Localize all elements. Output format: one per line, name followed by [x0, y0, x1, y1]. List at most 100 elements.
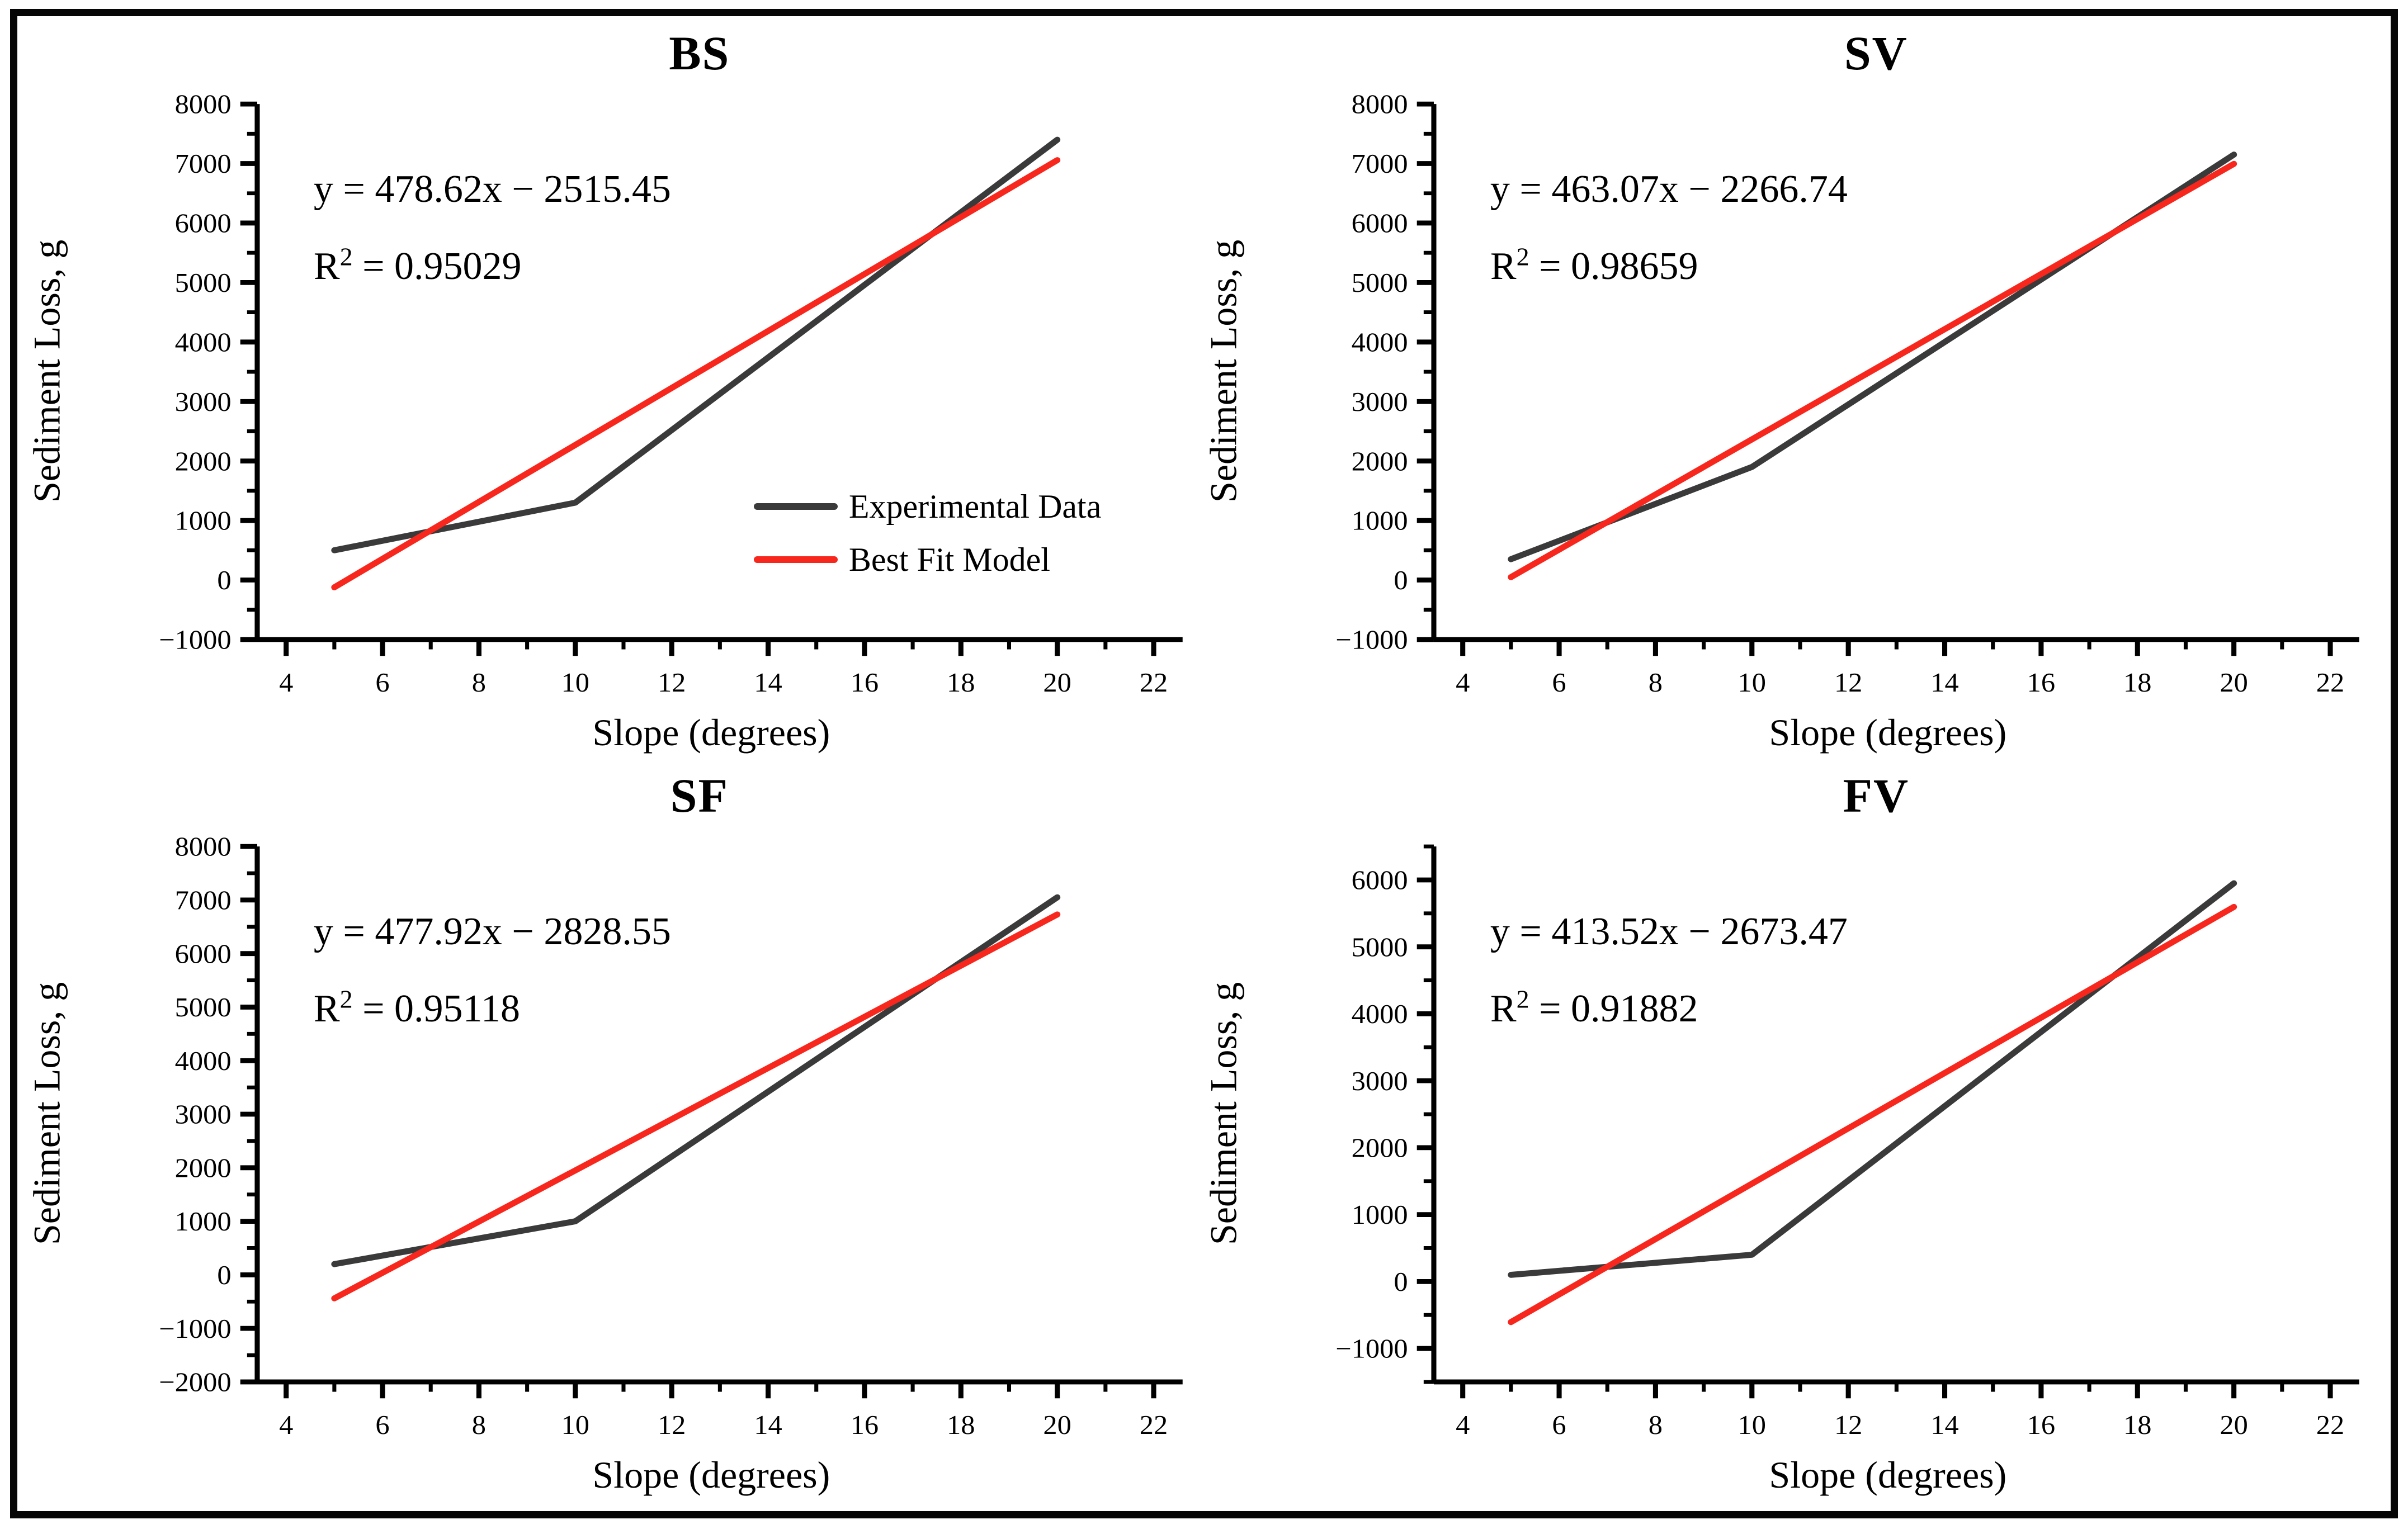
y-tick-label: 0 [1394, 565, 1408, 595]
experimental-data-line [331, 894, 1061, 1267]
y-axis-label: Sediment Loss, g [25, 982, 68, 1246]
subplot-grid: BS Sediment Loss, g 4 6 8 10 12 14 16 18 20 22 −10… [17, 16, 2391, 1511]
y-tick-label: 4000 [175, 1046, 232, 1076]
panel-body: Sediment Loss, g 4 6 8 10 12 14 16 18 20 22 −1000 0… [1200, 82, 2376, 711]
x-tick-label: 18 [947, 1409, 975, 1440]
x-tick-label: 10 [561, 1409, 589, 1440]
x-tick-label: 6 [375, 667, 389, 697]
legend: Experimental Data Best Fit Model [753, 487, 1102, 594]
panel-body: Sediment Loss, g 4 6 8 10 12 14 16 18 20 22 −1000 0… [1200, 825, 2376, 1453]
r-squared: R2 = 0.95029 [313, 242, 522, 288]
x-tick-label: 20 [2220, 1409, 2248, 1440]
x-tick-label: 18 [947, 667, 975, 697]
fit-equation: y = 478.62x − 2515.45 [313, 167, 671, 211]
y-tick-label: 4000 [1352, 999, 1408, 1029]
y-tick-label: 1000 [175, 505, 232, 536]
x-tick-label: 22 [1140, 1409, 1168, 1440]
panel-body: Sediment Loss, g 4 6 8 10 12 14 16 18 20 22 −1000 0… [23, 82, 1200, 711]
panel-fv: FV Sediment Loss, g 4 6 8 10 12 14 16 18 20 22 −10… [1200, 766, 2376, 1509]
x-tick-label: 4 [279, 667, 293, 697]
x-tick-label: 22 [2316, 667, 2344, 697]
y-tick-label: 0 [217, 565, 231, 595]
y-tick-label: 6000 [175, 208, 232, 238]
y-tick-label: 1000 [175, 1206, 232, 1237]
panel-body: Sediment Loss, g 4 6 8 10 12 14 16 18 20 22 −2000 −… [23, 825, 1200, 1453]
y-tick-label: 6000 [1352, 865, 1408, 895]
plot-canvas-fv: 4 6 8 10 12 14 16 18 20 22 −1000 0 1000 2000 3000 4000 5… [1335, 844, 2359, 1440]
x-tick-label: 12 [1834, 667, 1862, 697]
figure-frame: BS Sediment Loss, g 4 6 8 10 12 14 16 18 20 22 −10… [10, 9, 2398, 1518]
x-tick-label: 22 [1140, 667, 1168, 697]
y-tick-label: 5000 [1352, 268, 1408, 298]
y-tick-label: 8000 [175, 831, 232, 861]
plot-canvas-sf: 4 6 8 10 12 14 16 18 20 22 −2000 −1000 0 1000 2000 3000… [159, 831, 1183, 1440]
x-axis-label: Slope (degrees) [1769, 1454, 2007, 1496]
y-tick-label: 7000 [175, 885, 232, 915]
x-tick-label: 18 [2123, 667, 2151, 697]
best-fit-model-line [331, 157, 1061, 590]
x-tick-label: 14 [754, 667, 782, 697]
y-tick-label: 2000 [1352, 1133, 1408, 1163]
y-tick-label: 7000 [1352, 149, 1408, 179]
y-tick-label: 7000 [175, 149, 232, 179]
y-tick-label: −1000 [159, 1313, 231, 1343]
y-tick-label: −1000 [1335, 624, 1408, 655]
x-tick-label: 4 [1456, 667, 1470, 697]
legend-item-experimental: Experimental Data [753, 487, 1102, 526]
x-tick-label: 4 [1456, 1409, 1470, 1440]
fit-equation: y = 463.07x − 2266.74 [1490, 167, 1848, 211]
panel-title-sf: SF [670, 769, 729, 822]
y-tick-label: 6000 [175, 939, 232, 969]
fit-annotation: y = 413.52x − 2673.47 R2 = 0.91882 [1490, 910, 1848, 1031]
best-fit-line-swatch [753, 556, 838, 564]
y-tick-label: 8000 [1352, 89, 1408, 119]
y-axis-label: Sediment Loss, g [1202, 239, 1245, 503]
panel-title-bs: BS [669, 26, 730, 80]
y-tick-label: −1000 [1335, 1333, 1408, 1364]
y-tick-label: 3000 [1352, 387, 1408, 417]
x-tick-label: 14 [754, 1409, 782, 1440]
panel-sf: SF Sediment Loss, g 4 6 8 10 12 14 16 18 20 22 −20… [23, 766, 1200, 1509]
plot-area-bs: 4 6 8 10 12 14 16 18 20 22 −1000 0 1000 2000 3000 4000 5… [71, 82, 1200, 711]
x-tick-label: 8 [472, 1409, 486, 1440]
best-fit-model-line [1508, 160, 2237, 580]
x-tick-label: 8 [472, 667, 486, 697]
legend-label: Experimental Data [848, 487, 1102, 525]
y-axis-label: Sediment Loss, g [25, 239, 68, 503]
x-axis-label: Slope (degrees) [592, 711, 830, 754]
y-tick-label: 3000 [1352, 1066, 1408, 1096]
x-axis-label: Slope (degrees) [1769, 711, 2007, 754]
x-tick-label: 16 [2027, 1409, 2055, 1440]
experimental-data-line [331, 136, 1061, 553]
y-tick-label: 4000 [1352, 327, 1408, 357]
y-tick-label: −1000 [159, 624, 231, 655]
y-tick-label: 2000 [1352, 446, 1408, 476]
x-tick-label: 12 [658, 1409, 686, 1440]
x-tick-label: 16 [851, 667, 879, 697]
legend-label: Best Fit Model [848, 541, 1050, 578]
r-squared: R2 = 0.98659 [1490, 242, 1698, 288]
fit-equation: y = 477.92x − 2828.55 [313, 910, 671, 953]
experimental-line-swatch [753, 503, 838, 510]
y-tick-label: 5000 [175, 992, 232, 1023]
x-tick-label: 22 [2316, 1409, 2344, 1440]
y-tick-label: 2000 [175, 1153, 232, 1183]
x-tick-label: 14 [1930, 1409, 1959, 1440]
x-tick-label: 12 [658, 667, 686, 697]
plot-area-fv: 4 6 8 10 12 14 16 18 20 22 −1000 0 1000 2000 3000 4000 5… [1248, 825, 2376, 1453]
plot-area-sf: 4 6 8 10 12 14 16 18 20 22 −2000 −1000 0 1000 2000 3000… [71, 825, 1200, 1453]
fit-annotation: y = 477.92x − 2828.55 R2 = 0.95118 [314, 910, 671, 1031]
y-tick-label: 3000 [175, 1099, 232, 1129]
x-tick-label: 20 [1043, 667, 1071, 697]
best-fit-model-line [331, 911, 1061, 1301]
y-tick-label: 1000 [1352, 505, 1408, 536]
y-tick-label: 2000 [175, 446, 232, 476]
x-axis-label: Slope (degrees) [592, 1454, 830, 1496]
x-tick-label: 20 [1043, 1409, 1071, 1440]
plot-area-sv: 4 6 8 10 12 14 16 18 20 22 −1000 0 1000 2000 3000 4000 5… [1248, 82, 2376, 711]
x-tick-label: 8 [1649, 1409, 1663, 1440]
x-tick-label: 12 [1834, 1409, 1862, 1440]
panel-sv: SV Sediment Loss, g 4 6 8 10 12 14 16 18 20 22 −10… [1200, 24, 2376, 766]
y-tick-label: 4000 [175, 327, 232, 357]
x-tick-label: 4 [279, 1409, 293, 1440]
